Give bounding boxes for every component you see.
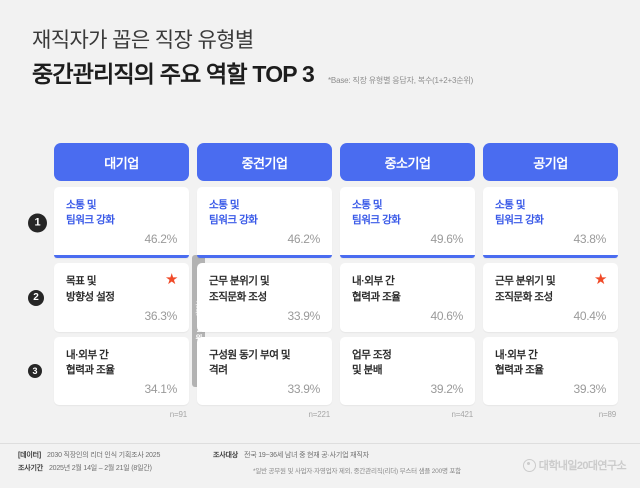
column-header-junggyeon[interactable]: 중견기업 (197, 143, 332, 181)
table-cell[interactable]: ★ 근무 분위기 및 조직문화 조성 40.4% (483, 263, 618, 332)
footer-target-note: *일반 공무원 및 사업자·자영업자 제외, 중간관리직(리더) 부스터 샘플 … (253, 467, 461, 475)
footer-source-block: [데이터] 2030 직장인의 리더 인식 기획조사 2025 조사기간 202… (18, 452, 213, 474)
column-header-row: 대기업 중견기업 중소기업 공기업 (22, 143, 618, 181)
column-header-daegieop[interactable]: 대기업 (54, 143, 189, 181)
rank-badge-1: 1 (28, 213, 47, 233)
cell-value: 36.3% (144, 308, 177, 323)
table-cell[interactable]: 소통 및 팀워크 강화 49.6% (340, 187, 475, 259)
rank-badge-3: 3 (28, 364, 42, 379)
footer: [데이터] 2030 직장인의 리더 인식 기획조사 2025 조사기간 202… (18, 452, 627, 475)
cell-label: 소통 및 팀워크 강화 (495, 199, 544, 227)
table-cell[interactable]: 소통 및 팀워크 강화 46.2% (54, 187, 189, 259)
footer-target-line: 조사대상 전국 19~36세 남녀 중 현재 공·사기업 재직자 (213, 452, 523, 461)
cell-value: 34.1% (144, 382, 177, 397)
title-row: 중간관리직의 주요 역할 TOP 3 *Base: 직장 유형별 응답자, 복수… (32, 61, 640, 89)
cell-label: 근무 분위기 및 조직문화 조성 (209, 275, 270, 303)
footer-data-line: [데이터] 2030 직장인의 리더 인식 기획조사 2025 (18, 452, 213, 461)
sample-size: n=91 (169, 410, 187, 420)
cell-value: 46.2% (287, 232, 320, 247)
sample-size: n=89 (598, 410, 616, 420)
cell-label: 목표 및 방향성 설정 (66, 275, 115, 303)
cell-value: 40.4% (573, 308, 606, 323)
table-row-rank3: 3 내·외부 간 협력과 조율 34.1% 구성원 동기 부여 및 격려 33.9%… (22, 336, 618, 406)
column-header-gonggieop[interactable]: 공기업 (483, 143, 618, 181)
rank-badge-2: 2 (28, 289, 44, 306)
cell-value: 39.2% (430, 382, 463, 397)
footer-period-value: 2025년 2월 14일 – 2월 21일 (8일간) (48, 464, 152, 472)
table-row-rank1: 1 소통 및 팀워크 강화 46.2% 소통 및 팀워크 강화 46.2% 소통 및… (22, 187, 618, 259)
brand-logo: 대학내일20대연구소 (522, 452, 627, 473)
star-icon: ★ (594, 271, 608, 289)
cell-label: 내·외부 간 협력과 조율 (352, 275, 401, 303)
star-icon: ★ (165, 271, 179, 289)
cell-value: 43.8% (573, 232, 606, 247)
header: 재직자가 꼽은 직장 유형별 중간관리직의 주요 역할 TOP 3 *Base:… (0, 0, 640, 89)
sample-size-row: n=91 n=221 n=421 n=89 (22, 410, 618, 419)
table-cell[interactable]: 업무 조정 및 분배 39.2% (340, 336, 475, 406)
cell-value: 33.9% (287, 382, 320, 397)
table-cell[interactable]: 내·외부 간 협력과 조율 40.6% (340, 263, 475, 332)
footer-data-value: 2030 직장인의 리더 인식 기획조사 2025 (46, 452, 161, 459)
page-title-line2: 중간관리직의 주요 역할 TOP 3 (32, 61, 315, 88)
cell-label: 소통 및 팀워크 강화 (352, 199, 401, 227)
cell-label: 내·외부 간 협력과 조율 (495, 348, 544, 377)
footer-target-block: 조사대상 전국 19~36세 남녀 중 현재 공·사기업 재직자 *일반 공무원… (213, 452, 523, 475)
table-cell[interactable]: 소통 및 팀워크 강화 43.8% (483, 187, 618, 259)
column-header-jungso[interactable]: 중소기업 (340, 143, 475, 181)
sample-size: n=421 (451, 410, 474, 420)
table-cell[interactable]: ★ 목표 및 방향성 설정 36.3% (54, 263, 189, 332)
cell-value: 33.9% (287, 308, 320, 323)
footer-target-value: 전국 19~36세 남녀 중 현재 공·사기업 재직자 (243, 452, 369, 459)
table-cell[interactable]: 근무 분위기 및 조직문화 조성 33.9% (197, 263, 332, 332)
base-note: *Base: 직장 유형별 응답자, 복수(1+2+3순위) (328, 75, 474, 85)
cell-label: 소통 및 팀워크 강화 (66, 199, 115, 227)
page-title-line1: 재직자가 꼽은 직장 유형별 (32, 29, 254, 52)
table-row-rank2: 2 ★ 목표 및 방향성 설정 36.3% 근무 분위기 및 조직문화 조성 33.… (22, 263, 618, 332)
cell-value: 46.2% (144, 232, 177, 247)
cell-label: 소통 및 팀워크 강화 (209, 199, 258, 227)
footer-period-line: 조사기간 2025년 2월 14일 – 2월 21일 (8일간) (18, 465, 213, 474)
sample-size: n=221 (308, 410, 331, 420)
cell-label: 근무 분위기 및 조직문화 조성 (495, 275, 556, 303)
cell-label: 업무 조정 및 분배 (352, 348, 392, 377)
cell-value: 39.3% (573, 382, 606, 397)
cell-value: 40.6% (430, 308, 463, 323)
table-cell[interactable]: 구성원 동기 부여 및 격려 33.9% (197, 336, 332, 406)
cell-value: 49.6% (430, 232, 463, 247)
footer-target-key: 조사대상 (213, 452, 238, 459)
table-cell[interactable]: 소통 및 팀워크 강화 46.2% (197, 187, 332, 259)
table-cell[interactable]: 내·외부 간 협력과 조율 39.3% (483, 336, 618, 406)
footer-data-key: [데이터] (18, 452, 41, 459)
footer-divider (0, 443, 640, 444)
footer-period-key: 조사기간 (18, 464, 43, 472)
cell-label: 구성원 동기 부여 및 격려 (209, 348, 291, 377)
table-cell[interactable]: 내·외부 간 협력과 조율 34.1% (54, 336, 189, 406)
logo-mark-icon (522, 458, 536, 472)
logo-text: 대학내일20대연구소 (538, 460, 627, 472)
cell-label: 내·외부 간 협력과 조율 (66, 348, 115, 377)
